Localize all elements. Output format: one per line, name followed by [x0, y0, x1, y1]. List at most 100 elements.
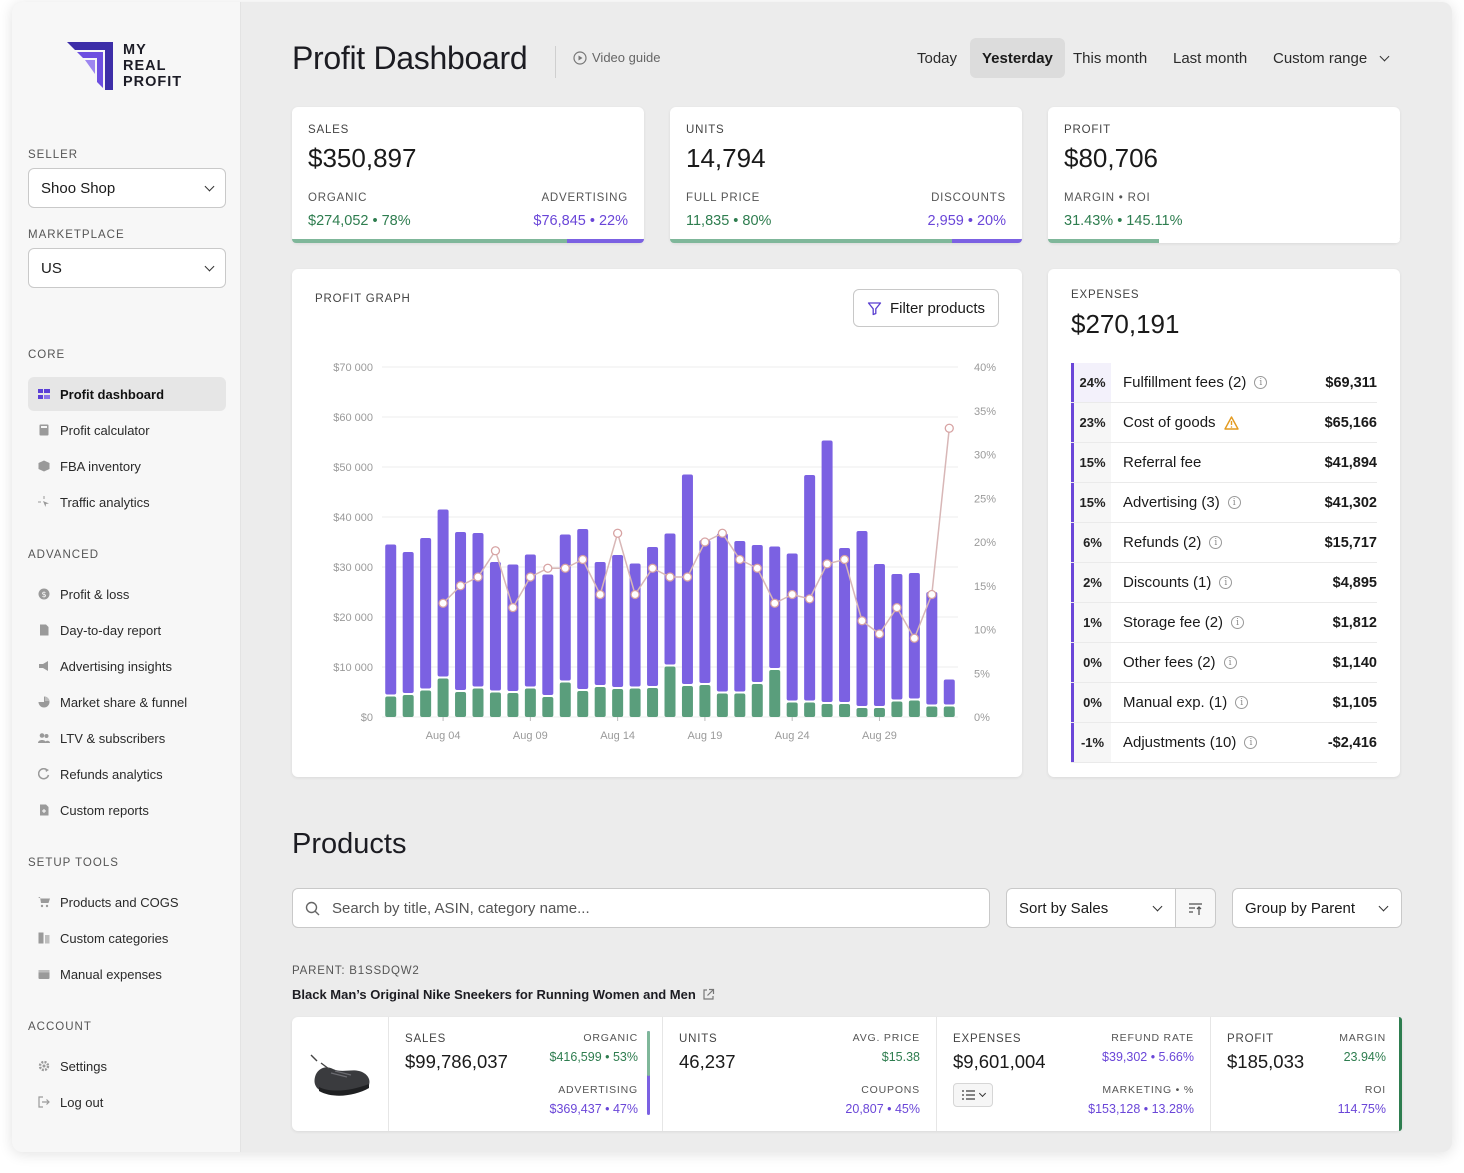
logo[interactable]: MY REAL PROFIT [67, 42, 182, 90]
range-custom-label: Custom range [1273, 49, 1368, 67]
nav-section-label: ADVANCED [28, 549, 100, 561]
margin-line [442, 428, 951, 640]
bar-segment-purple [821, 440, 833, 702]
sidebar-item-log-out[interactable]: Log out [28, 1085, 226, 1119]
sidebar-item-custom-reports[interactable]: Custom reports [28, 793, 226, 827]
seller-select[interactable]: Shoo Shop [28, 168, 226, 208]
info-icon[interactable]: i [1254, 376, 1268, 389]
range-custom[interactable]: Custom range [1261, 38, 1400, 78]
bar-segment-green [559, 682, 571, 717]
warning-icon[interactable] [1223, 415, 1239, 430]
sidebar-item-advertising-insights[interactable]: Advertising insights [28, 649, 226, 683]
sidebar-item-market-share-funnel[interactable]: Market share & funnel [28, 685, 226, 719]
product-units-value: 46,237 [679, 1051, 736, 1072]
info-icon[interactable]: i [1209, 536, 1223, 549]
info-icon[interactable]: i [1223, 656, 1237, 669]
info-icon[interactable]: i [1231, 616, 1245, 629]
sidebar-item-fba-inventory[interactable]: FBA inventory [28, 449, 226, 483]
product-sales-cell: SALES $99,786,037 ORGANIC $416,599 • 53%… [389, 1017, 663, 1131]
margin-point [927, 589, 937, 600]
filter-products-button[interactable]: Filter products [853, 289, 999, 327]
info-icon[interactable]: i [1219, 576, 1233, 589]
expense-row[interactable]: 15% Referral fee $41,894 [1071, 443, 1377, 483]
y2-tick-label: 25% [974, 493, 996, 505]
expense-name: Referral fee [1123, 454, 1201, 471]
sneaker-icon [310, 1054, 370, 1096]
search-placeholder: Search by title, ASIN, category name... [332, 899, 590, 917]
expense-row[interactable]: 6% Refunds (2) i $15,717 [1071, 523, 1377, 563]
logo-text: MY REAL PROFIT [123, 42, 183, 90]
bar-segment-purple [455, 532, 467, 690]
product-card[interactable]: SALES $99,786,037 ORGANIC $416,599 • 53%… [292, 1017, 1402, 1131]
parent-title-text: Black Man’s Original Nike Sneekers for R… [292, 987, 696, 1002]
sales-label: SALES [308, 124, 350, 136]
sidebar-item-products-and-cogs[interactable]: Products and COGS [28, 885, 226, 919]
product-units-label: UNITS [679, 1033, 718, 1045]
range-yesterday[interactable]: Yesterday [970, 38, 1065, 78]
full-price-label: FULL PRICE [686, 192, 761, 204]
y-tick-label: $50 000 [333, 462, 373, 474]
expense-row[interactable]: 23% Cost of goods $65,166 [1071, 403, 1377, 443]
marketing-label: MARKETING • % [1102, 1084, 1194, 1096]
svg-text:$: $ [41, 590, 46, 599]
document-icon [38, 624, 50, 636]
expense-row[interactable]: 24% Fulfillment fees (2) i $69,311 [1071, 363, 1377, 403]
range-today[interactable]: Today [917, 49, 958, 67]
expense-percent: 6% [1071, 523, 1111, 562]
cursor-click-icon [38, 496, 50, 508]
range-last-month[interactable]: Last month [1173, 49, 1248, 67]
sidebar-item-profit-calculator[interactable]: Profit calculator [28, 413, 226, 447]
sort-select[interactable]: Sort by Sales [1006, 888, 1176, 928]
expense-name-text: Storage fee (2) [1123, 614, 1224, 631]
expense-row[interactable]: 15% Advertising (3) i $41,302 [1071, 483, 1377, 523]
range-this-month[interactable]: This month [1073, 49, 1148, 67]
expense-row[interactable]: 0% Other fees (2) i $1,140 [1071, 643, 1377, 683]
sidebar-item-traffic-analytics[interactable]: Traffic analytics [28, 485, 226, 519]
bar-segment-purple [524, 554, 536, 687]
sidebar-item-label: LTV & subscribers [60, 730, 166, 746]
expense-amount: -$2,416 [1327, 734, 1377, 751]
sort-direction-button[interactable] [1175, 888, 1216, 928]
sidebar-item-day-to-day-report[interactable]: Day-to-day report [28, 613, 226, 647]
sidebar-item-settings[interactable]: Settings [28, 1049, 226, 1083]
profit-card: PROFIT $80,706 MARGIN • ROI 31.43% • 145… [1048, 107, 1400, 243]
expense-row[interactable]: 0% Manual exp. (1) i $1,105 [1071, 683, 1377, 723]
sidebar-item-profit-dashboard[interactable]: Profit dashboard [28, 377, 226, 411]
product-search-input[interactable]: Search by title, ASIN, category name... [292, 888, 990, 928]
expense-row[interactable]: 2% Discounts (1) i $4,895 [1071, 563, 1377, 603]
sidebar-item-ltv-subscribers[interactable]: LTV & subscribers [28, 721, 226, 755]
external-link-icon[interactable] [702, 988, 715, 1001]
coupons-value: 20,807 • 45% [845, 1102, 920, 1116]
sidebar-item-refunds-analytics[interactable]: Refunds analytics [28, 757, 226, 791]
info-icon[interactable]: i [1235, 696, 1249, 709]
product-profit-cell: PROFIT $185,033 MARGIN 23.94% ROI 114.75… [1211, 1017, 1402, 1131]
sidebar-item-profit-loss[interactable]: $ Profit & loss [28, 577, 226, 611]
box-icon [38, 460, 50, 472]
expenses-card: EXPENSES $270,191 24% Fulfillment fees (2… [1048, 269, 1400, 777]
calculator-icon [38, 424, 50, 436]
marketplace-select[interactable]: US [28, 248, 226, 288]
bar-segment-purple [647, 547, 659, 686]
expense-amount: $4,895 [1332, 574, 1377, 591]
search-icon [305, 901, 320, 915]
main-content: Profit Dashboard Video guide Today Yeste… [241, 2, 1452, 1152]
bar-segment-green [804, 702, 816, 717]
expense-row[interactable]: -1% Adjustments (10) i -$2,416 [1071, 723, 1377, 763]
bar-segment-purple [542, 574, 554, 695]
sort-direction-icon [1189, 902, 1202, 915]
cart-icon [38, 896, 50, 908]
refund-icon [38, 768, 50, 780]
video-guide-link[interactable]: Video guide [573, 50, 660, 65]
sidebar-item-custom-categories[interactable]: Custom categories [28, 921, 226, 955]
info-icon[interactable]: i [1244, 736, 1258, 749]
parent-title[interactable]: Black Man’s Original Nike Sneekers for R… [292, 987, 715, 1002]
expense-row[interactable]: 1% Storage fee (2) i $1,812 [1071, 603, 1377, 643]
bar-segment-green [594, 687, 606, 717]
y2-tick-label: 40% [974, 362, 996, 374]
expense-name-text: Other fees (2) [1123, 654, 1216, 671]
expense-name: Refunds (2) i [1123, 534, 1223, 551]
group-select[interactable]: Group by Parent [1232, 888, 1402, 928]
expenses-breakdown-button[interactable] [953, 1083, 993, 1107]
info-icon[interactable]: i [1227, 496, 1241, 509]
sidebar-item-manual-expenses[interactable]: Manual expenses [28, 957, 226, 991]
